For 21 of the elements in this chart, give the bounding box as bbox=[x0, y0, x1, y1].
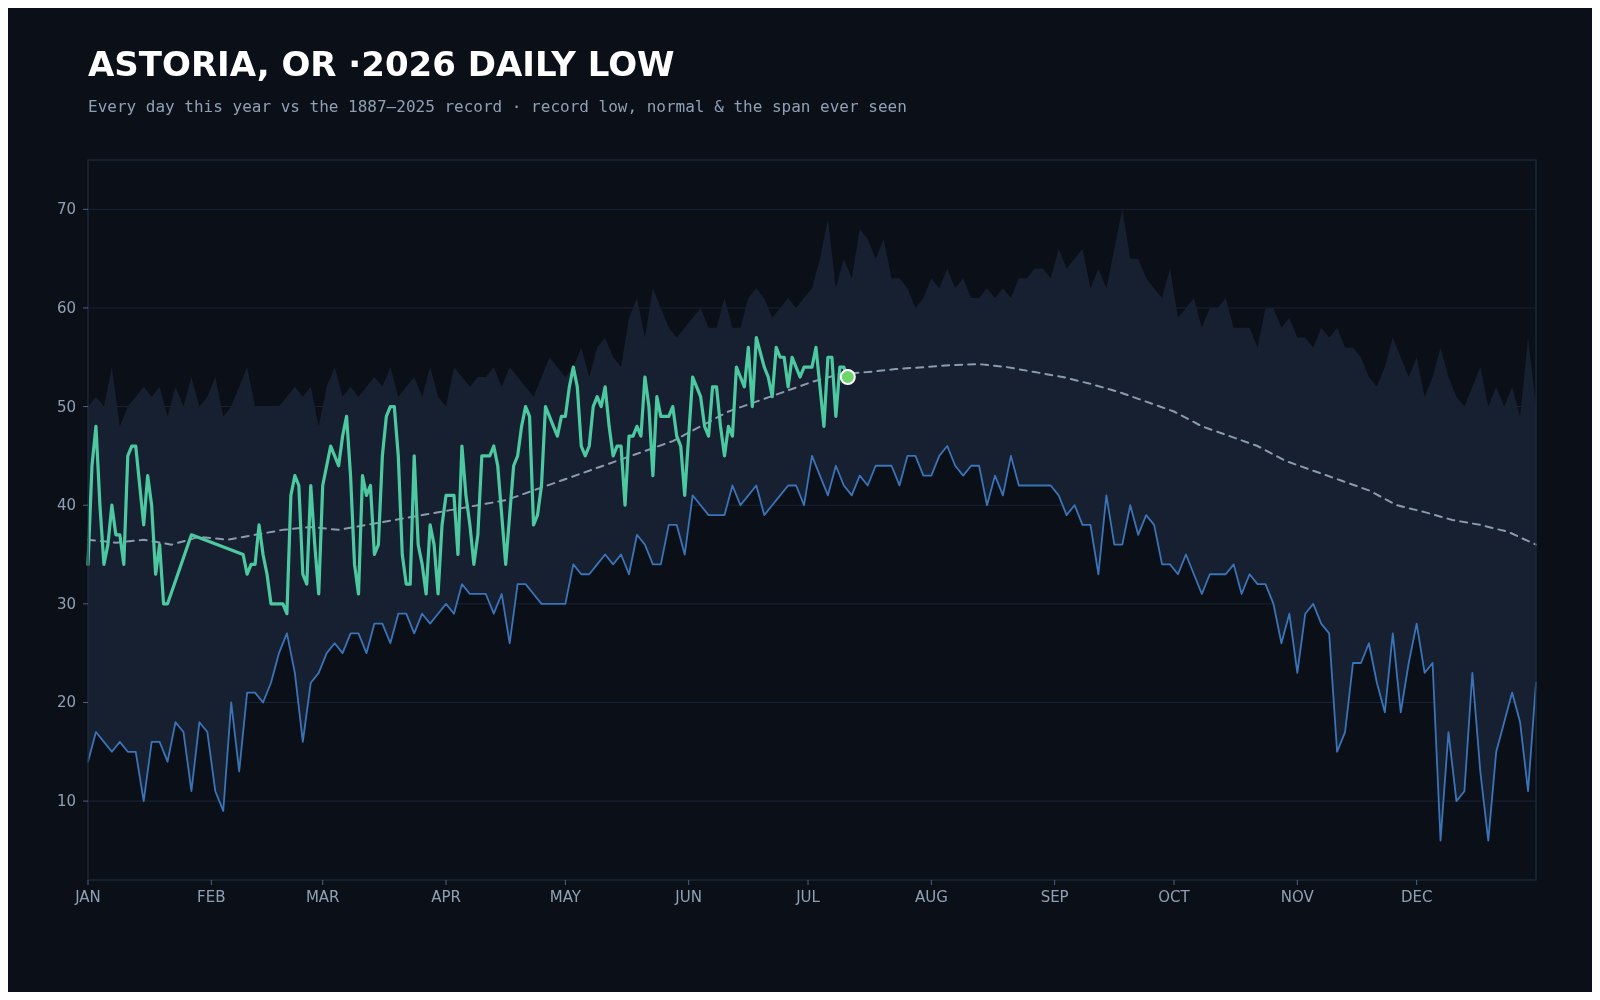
x-tick-label: JUL bbox=[795, 888, 821, 906]
x-tick-label: DEC bbox=[1400, 888, 1433, 906]
x-tick-label: JUN bbox=[674, 888, 702, 906]
x-tick-label: OCT bbox=[1158, 888, 1191, 906]
chart-title: ASTORIA, OR ·2026 DAILY LOW bbox=[88, 44, 675, 84]
x-tick-label: JAN bbox=[74, 888, 101, 906]
y-tick-label: 30 bbox=[56, 594, 76, 613]
x-tick-label: FEB bbox=[197, 888, 226, 906]
x-tick-label: SEP bbox=[1040, 888, 1069, 906]
y-tick-label: 50 bbox=[56, 397, 76, 416]
x-tick-label: APR bbox=[431, 888, 461, 906]
y-tick-label: 60 bbox=[56, 298, 76, 317]
y-tick-label: 40 bbox=[56, 496, 76, 515]
x-tick-label: MAY bbox=[549, 888, 582, 906]
y-tick-label: 10 bbox=[56, 792, 76, 811]
x-tick-label: MAR bbox=[305, 888, 340, 906]
chart-subtitle: Every day this year vs the 1887–2025 record · record low, normal & the span ever seen bbox=[88, 97, 907, 116]
x-tick-label: AUG bbox=[914, 888, 948, 906]
y-tick-label: 20 bbox=[56, 693, 76, 712]
y-tick-label: 70 bbox=[56, 200, 76, 219]
x-tick-label: NOV bbox=[1280, 888, 1315, 906]
